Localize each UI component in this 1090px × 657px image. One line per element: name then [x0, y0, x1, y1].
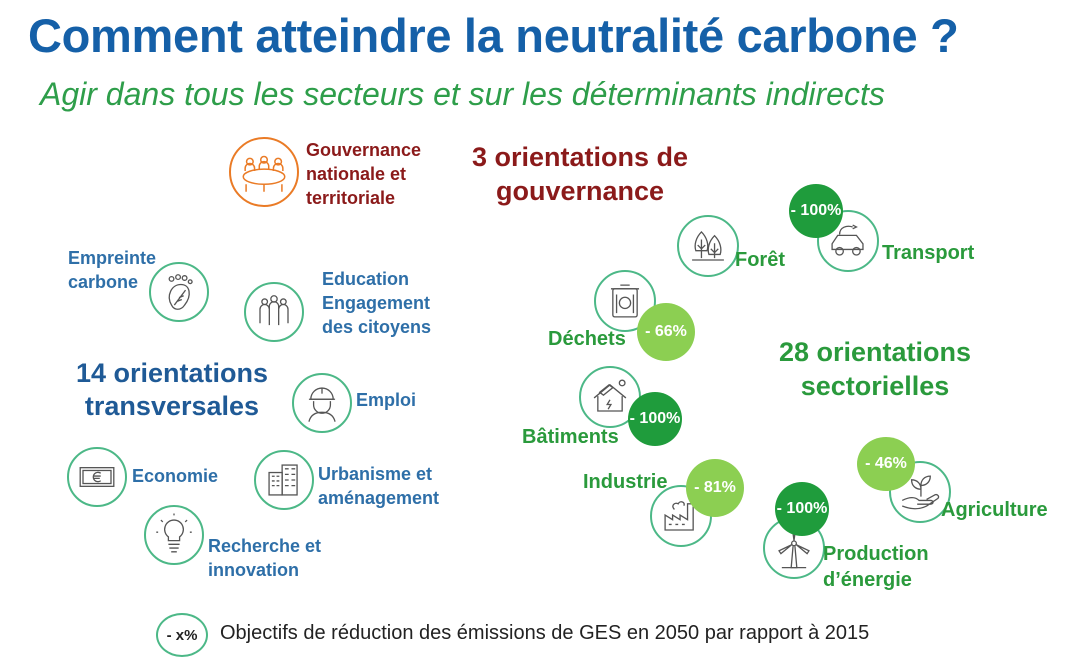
sector-production-label: Production d’énergie [823, 543, 929, 591]
sector-agriculture-badge: - 46% [857, 437, 915, 491]
sector-dechets-label: Déchets [548, 328, 626, 350]
transversal-item-economie-label: Economie [132, 466, 219, 486]
euro-banknote-icon [67, 447, 127, 507]
sector-production-badge: - 100% [775, 482, 829, 536]
sector-foret-label: Forêt [735, 249, 785, 271]
buildings-icon [254, 450, 314, 510]
citizens-icon [244, 282, 304, 342]
meeting-table-icon [229, 137, 299, 207]
sector-transport-badge: - 100% [789, 184, 843, 238]
lightbulb-icon [144, 505, 204, 565]
footprint-leaf-icon [149, 262, 209, 322]
governance-heading: 3 orientations de gouvernance [471, 142, 689, 206]
transversal-heading: 14 orientations transversales [75, 358, 269, 421]
sectoral-heading: 28 orientations sectorielles [778, 337, 972, 401]
sector-batiments-label: Bâtiments [522, 426, 619, 448]
transversal-item-urbanisme-label: Urbanisme et aménagement [318, 464, 440, 508]
trees-icon [677, 215, 739, 277]
page-subtitle: Agir dans tous les secteurs et sur les d… [40, 76, 885, 112]
governance-item-label: Gouvernance nationale et territoriale [306, 140, 422, 208]
worker-helmet-icon [292, 373, 352, 433]
sector-dechets-badge: - 66% [637, 303, 695, 361]
electric-car-icon [817, 210, 879, 272]
sector-industrie-label: Industrie [583, 471, 668, 493]
page-title: Comment atteindre la neutralité carbone … [28, 9, 959, 62]
transversal-item-footprint-label: Empreinte carbone [68, 248, 157, 292]
sector-agriculture-label: Agriculture [941, 499, 1048, 521]
recycling-bin-icon [594, 270, 656, 332]
legend-text: Objectifs de réduction des émissions de … [220, 622, 870, 644]
sector-industrie-badge: - 81% [686, 459, 744, 517]
transversal-item-emploi-label: Emploi [356, 390, 417, 410]
transversal-item-recherche-label: Recherche et innovation [208, 536, 322, 580]
transversal-item-education-label: Education Engagement des citoyens [322, 269, 432, 337]
sector-batiments-badge: - 100% [628, 392, 682, 446]
legend-badge: - x% [156, 613, 208, 657]
sector-transport-label: Transport [882, 242, 975, 264]
